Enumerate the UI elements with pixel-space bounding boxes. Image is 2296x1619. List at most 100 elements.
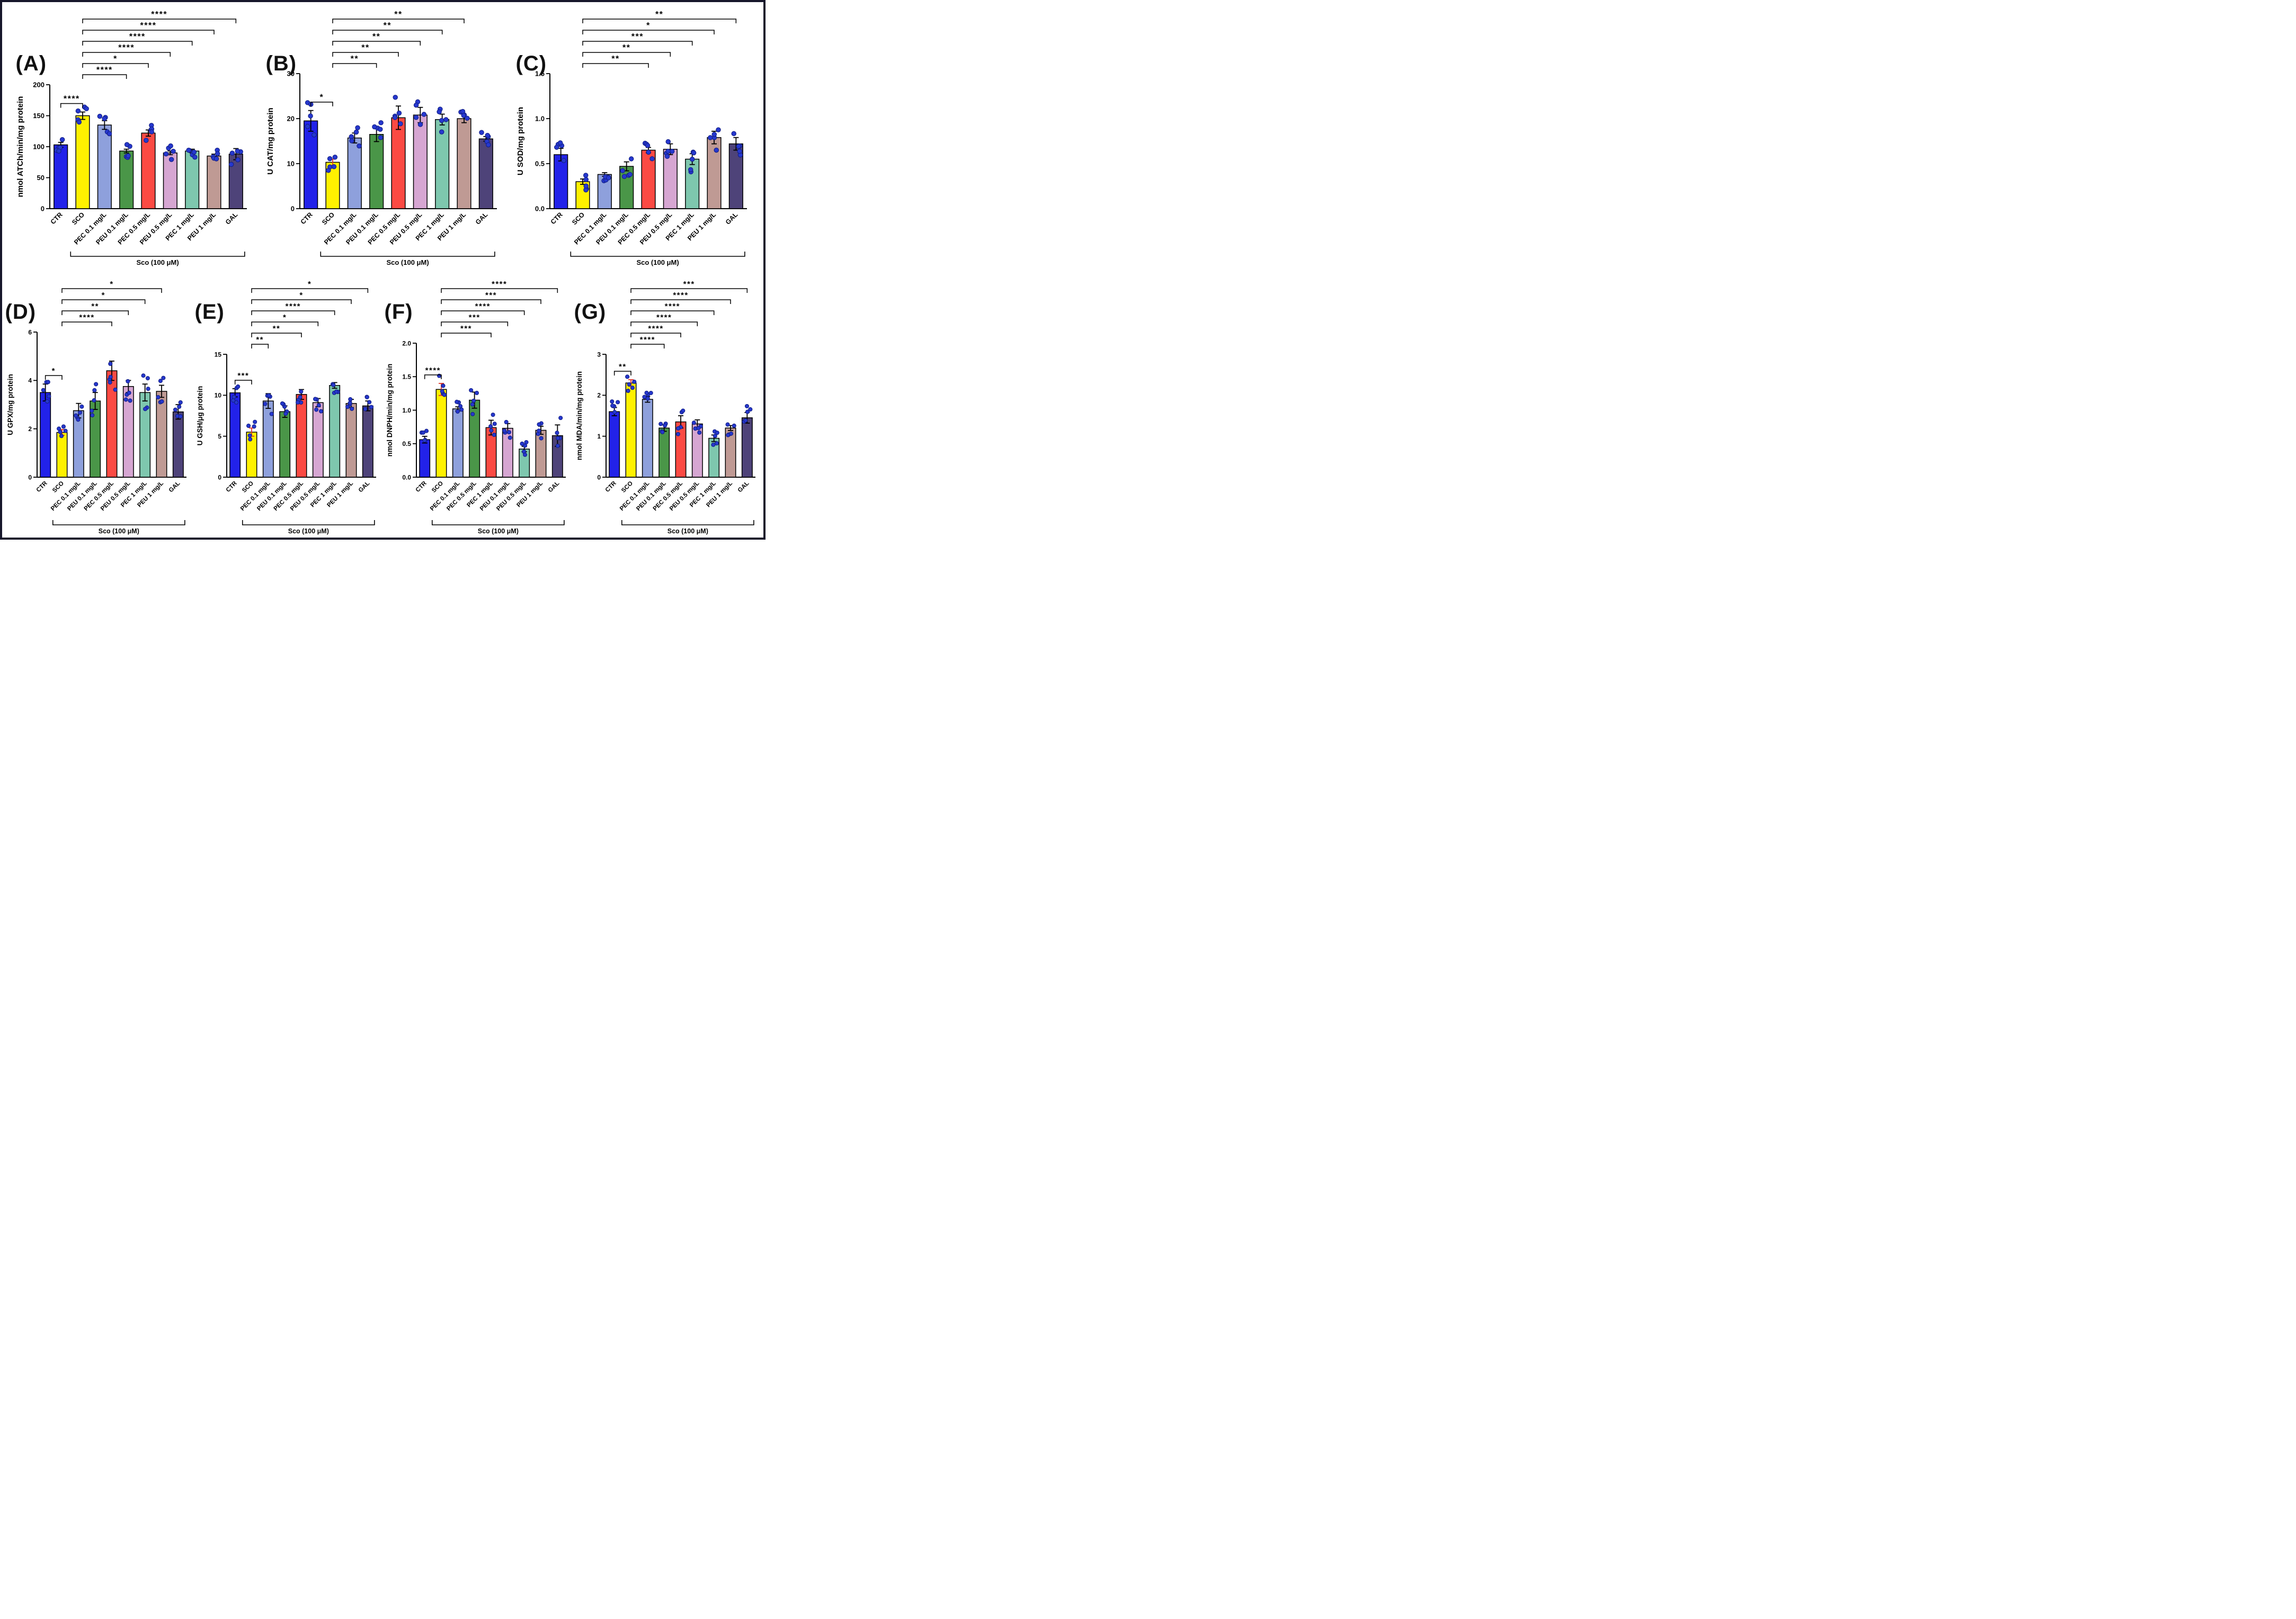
data-point [691, 421, 696, 425]
data-point [92, 398, 96, 403]
x-tick-label: GAL [167, 480, 181, 494]
sig-bracket [251, 288, 368, 293]
bar [172, 411, 184, 478]
bar [56, 432, 67, 478]
data-point [470, 412, 475, 416]
sig-bracket [82, 30, 215, 34]
data-point [229, 150, 235, 156]
data-point [424, 428, 429, 433]
bar [229, 392, 241, 478]
data-point [155, 395, 161, 400]
data-point [235, 148, 240, 154]
data-point [178, 400, 183, 405]
data-point [348, 400, 352, 405]
y-tick-label: 0 [597, 473, 601, 481]
data-point [159, 399, 164, 404]
sig-label: * [113, 55, 118, 64]
y-tick-label: 10 [214, 392, 221, 399]
data-point [557, 140, 563, 146]
bar [184, 150, 199, 209]
data-point [713, 434, 717, 439]
y-tick-label: 1.0 [535, 115, 544, 123]
bar [140, 132, 156, 209]
sig-label: **** [664, 302, 680, 311]
x-tick-label: CTR [299, 211, 314, 226]
data-point [46, 380, 50, 384]
data-point [745, 409, 750, 414]
figure-frame: (A) 0 50 100 150 200 nmol ATCh/min/mg protein… [0, 0, 766, 540]
data-point [554, 145, 559, 150]
y-tick-label: 0.0 [402, 473, 411, 481]
sig-bracket [310, 101, 333, 106]
x-tick-label: PEC 0.1 mg/L [49, 480, 81, 512]
data-point [502, 428, 506, 433]
sig-bracket [424, 374, 442, 379]
sig-bracket [61, 321, 112, 326]
x-tick-label: SCO [70, 211, 86, 226]
data-point [421, 430, 425, 435]
group-bracket [319, 252, 495, 257]
bar [119, 150, 134, 209]
sig-bracket [251, 344, 269, 348]
data-point [247, 433, 252, 438]
data-point [648, 390, 653, 396]
sig-bracket [630, 344, 664, 348]
x-tick-label: PEU 0.5 mg/L [99, 480, 131, 512]
data-point [697, 430, 701, 435]
data-point [421, 112, 426, 117]
sig-label: **** [140, 21, 156, 30]
sig-label: **** [63, 94, 79, 103]
data-point [508, 435, 512, 440]
data-point [744, 404, 749, 408]
sig-label: **** [491, 280, 506, 289]
x-tick-label: SCO [51, 480, 65, 494]
data-point [625, 374, 629, 379]
data-point [101, 116, 107, 121]
data-point [539, 436, 544, 441]
data-point [506, 430, 511, 435]
data-point [689, 156, 695, 162]
data-point [41, 388, 46, 392]
x-tick-label: GAL [357, 480, 371, 494]
data-point [736, 148, 742, 154]
data-point [106, 131, 112, 137]
x-tick-label: PEU 0.5 mg/L [289, 480, 321, 512]
data-point [125, 153, 131, 159]
data-point [108, 374, 113, 379]
data-point [367, 400, 371, 405]
x-tick-label: GAL [547, 480, 560, 494]
data-point [396, 110, 402, 116]
x-tick-label: GAL [736, 480, 750, 494]
data-point [492, 433, 496, 437]
x-tick-label: SCO [431, 480, 444, 494]
bar [553, 154, 568, 209]
panel-letter-B: (B) [265, 52, 297, 75]
sig-bracket [630, 321, 698, 326]
bar [456, 118, 471, 209]
x-tick-label: PEU 0.1 mg/L [66, 480, 98, 512]
sig-label: ** [256, 335, 264, 344]
data-point [364, 395, 369, 399]
data-point [234, 400, 238, 405]
data-point [735, 144, 741, 149]
sig-bracket [332, 52, 399, 57]
x-tick-label: PEU 0.5 mg/L [495, 480, 527, 512]
data-point [627, 172, 633, 177]
sig-bracket [251, 333, 302, 337]
y-tick-label: 50 [37, 174, 44, 182]
bar [345, 403, 357, 478]
data-point [609, 399, 614, 404]
data-point [675, 426, 680, 431]
bar [452, 408, 464, 478]
bar-chart-dnph: 0.0 0.5 1.0 1.5 2.0 nmol DNPH/min/mg protein *… [386, 280, 566, 535]
sig-label: **** [285, 302, 300, 311]
data-point [627, 382, 631, 387]
data-point [316, 403, 321, 408]
bar [625, 382, 636, 478]
data-point [555, 443, 560, 448]
sig-bracket [251, 310, 335, 315]
